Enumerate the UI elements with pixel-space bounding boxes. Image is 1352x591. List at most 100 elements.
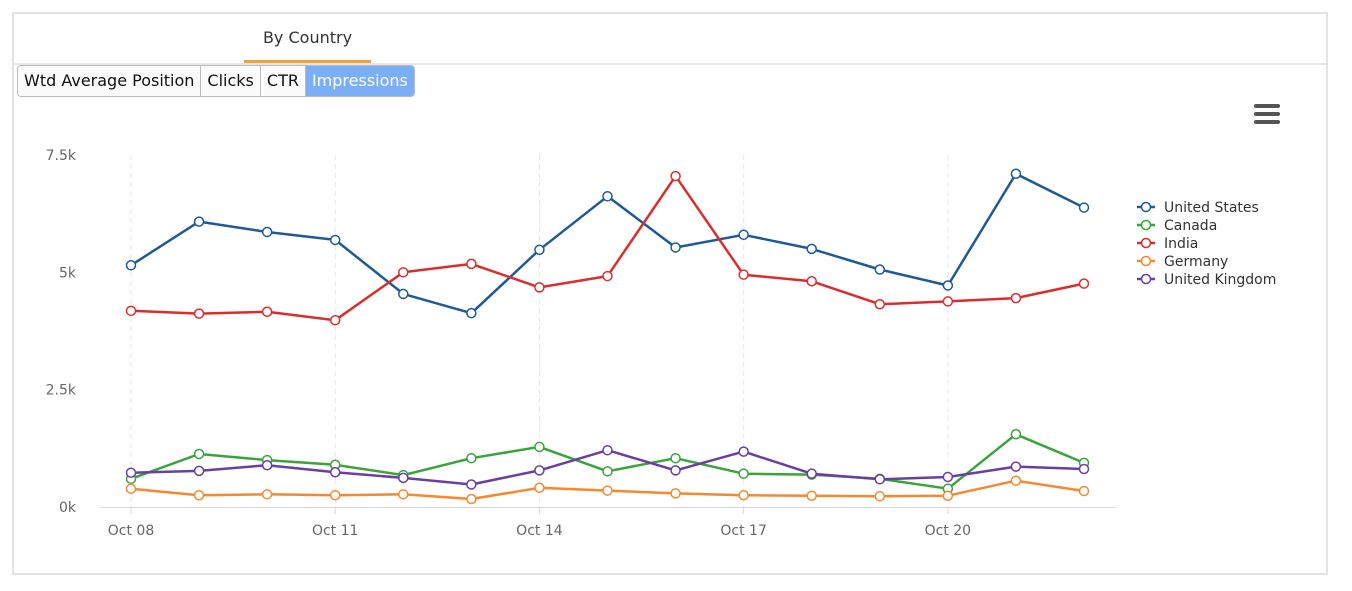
data-point-united-states <box>398 288 409 300</box>
data-point-india <box>125 305 137 317</box>
data-point-united-states <box>1010 168 1022 180</box>
data-point-germany <box>398 489 409 500</box>
data-point-germany <box>193 490 205 501</box>
series-india <box>125 170 1090 326</box>
series-united-states <box>125 168 1090 319</box>
data-point-united-states <box>738 229 749 241</box>
data-point-india <box>398 267 409 278</box>
data-point-germany <box>534 482 545 494</box>
data-point-united-states <box>125 260 137 271</box>
legend-label: India <box>1164 236 1198 252</box>
data-point-united-states <box>466 307 477 319</box>
data-point-united-states <box>942 280 954 291</box>
data-point-india <box>874 298 886 310</box>
data-point-india <box>261 306 273 318</box>
legend-label: United States <box>1164 200 1259 216</box>
data-point-united-kingdom <box>466 479 477 490</box>
data-point-india <box>738 269 749 280</box>
data-point-india <box>806 276 817 287</box>
data-point-germany <box>874 490 886 502</box>
tab-by-country[interactable]: By Country <box>244 14 371 63</box>
y-tick-label: 5k <box>59 265 77 281</box>
data-point-germany <box>466 493 477 505</box>
data-point-india <box>193 308 205 319</box>
legend-label: Germany <box>1164 254 1228 270</box>
data-point-united-states <box>602 191 613 202</box>
ctr-button[interactable]: CTR <box>260 66 306 96</box>
data-point-germany <box>329 490 341 501</box>
impressions-button[interactable]: Impressions <box>305 66 414 96</box>
data-point-india <box>329 314 341 326</box>
data-point-germany <box>261 489 273 500</box>
data-point-united-kingdom <box>193 465 205 477</box>
wtd-average-position-button[interactable]: Wtd Average Position <box>18 66 202 96</box>
tab-bar: By Country <box>14 14 1326 65</box>
data-point-united-kingdom <box>534 465 545 476</box>
data-point-india <box>534 282 545 293</box>
legend-marker <box>1140 273 1152 285</box>
x-tick-label: Oct 14 <box>516 523 563 539</box>
data-point-united-states <box>670 242 681 253</box>
legend-marker <box>1140 255 1152 267</box>
data-point-india <box>942 296 954 307</box>
data-point-germany <box>806 490 817 501</box>
data-point-united-states <box>534 244 545 256</box>
legend-marker <box>1140 201 1152 213</box>
data-point-germany <box>670 488 681 499</box>
metric-button-group: Wtd Average Position Clicks CTR Impressi… <box>17 65 415 97</box>
series-united-kingdom <box>125 444 1090 490</box>
data-point-canada <box>1010 429 1022 440</box>
legend-label: United Kingdom <box>1164 272 1276 288</box>
data-point-united-kingdom <box>942 471 954 483</box>
data-point-germany <box>738 490 749 501</box>
x-tick-label: Oct 17 <box>720 523 766 539</box>
series-germany <box>125 475 1090 505</box>
y-tick-label: 2.5k <box>46 383 77 399</box>
data-point-germany <box>602 485 613 496</box>
data-point-united-kingdom <box>602 444 613 456</box>
data-point-united-states <box>193 216 205 227</box>
data-point-india <box>466 258 477 270</box>
data-point-united-kingdom <box>738 446 749 457</box>
data-point-germany <box>125 483 137 494</box>
data-point-united-kingdom <box>1078 463 1090 475</box>
data-point-united-kingdom <box>874 474 886 485</box>
legend-label: Canada <box>1164 218 1217 234</box>
data-point-canada <box>534 441 545 453</box>
hamburger-menu-icon[interactable] <box>1254 104 1280 126</box>
clicks-button[interactable]: Clicks <box>201 66 261 96</box>
data-point-united-kingdom <box>261 459 273 471</box>
x-tick-label: Oct 20 <box>925 523 971 539</box>
data-point-germany <box>1078 485 1090 497</box>
data-point-united-states <box>806 243 817 255</box>
data-point-united-kingdom <box>670 465 681 476</box>
x-tick-label: Oct 11 <box>312 523 358 539</box>
data-point-united-states <box>874 264 886 275</box>
data-point-india <box>1010 292 1022 304</box>
country-chart-panel: By Country <box>12 12 1328 575</box>
data-point-united-kingdom <box>125 467 137 478</box>
data-point-united-kingdom <box>806 468 817 479</box>
legend-marker <box>1140 237 1152 249</box>
legend-item-india[interactable]: India <box>1137 236 1198 252</box>
data-point-canada <box>602 466 613 477</box>
legend-item-united-kingdom[interactable]: United Kingdom <box>1137 272 1276 288</box>
data-point-canada <box>738 468 749 479</box>
legend-item-canada[interactable]: Canada <box>1137 218 1217 234</box>
x-tick-label: Oct 08 <box>108 523 154 539</box>
data-point-united-kingdom <box>1010 461 1022 472</box>
data-point-united-kingdom <box>329 467 341 478</box>
data-point-canada <box>193 448 205 460</box>
data-point-india <box>1078 278 1090 289</box>
data-point-united-states <box>1078 202 1090 213</box>
y-tick-label: 0k <box>59 500 77 516</box>
data-point-canada <box>670 452 681 464</box>
data-point-united-states <box>261 226 273 238</box>
legend-marker <box>1140 219 1152 231</box>
y-tick-label: 7.5k <box>46 148 77 164</box>
data-point-germany <box>1010 475 1022 486</box>
legend-item-germany[interactable]: Germany <box>1137 254 1228 270</box>
legend-item-united-states[interactable]: United States <box>1137 200 1259 216</box>
data-point-germany <box>942 490 954 501</box>
